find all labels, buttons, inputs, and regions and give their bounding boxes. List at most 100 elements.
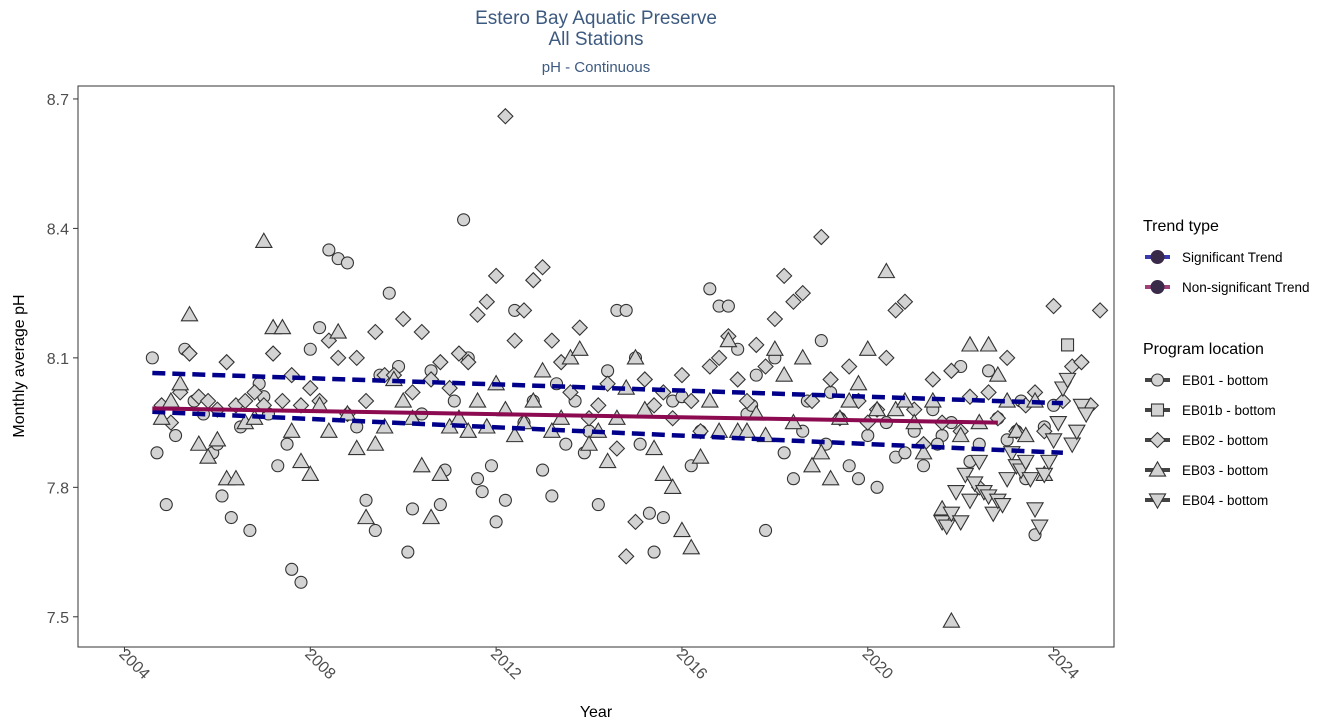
legend-location-title: Program location xyxy=(1143,341,1264,358)
data-point xyxy=(633,437,647,451)
data-point xyxy=(591,498,605,512)
y-tick-label: 8.1 xyxy=(47,351,69,368)
data-point xyxy=(405,502,420,516)
data-point xyxy=(382,286,396,300)
data-point xyxy=(524,391,543,408)
data-point xyxy=(896,293,914,311)
x-tick-label: 2004 xyxy=(115,646,152,683)
data-point xyxy=(171,374,190,391)
data-point xyxy=(303,342,317,356)
chart-title: Estero Bay Aquatic Preserve xyxy=(475,8,717,29)
data-point xyxy=(246,384,263,401)
legend-shape-key xyxy=(1148,493,1167,510)
data-point xyxy=(748,336,765,354)
legend-point-key xyxy=(1150,250,1165,264)
legend-location-item: EB03 - bottom xyxy=(1145,460,1268,478)
data-point xyxy=(813,228,830,246)
data-point xyxy=(152,409,171,425)
data-point xyxy=(946,485,966,501)
data-point xyxy=(505,426,524,443)
data-point xyxy=(812,443,831,460)
data-point xyxy=(215,489,229,503)
y-axis: 7.5 7.8 8.1 8.4 8.7 xyxy=(47,92,78,627)
x-axis: 2004 2008 2012 2016 2020 2024 xyxy=(115,646,1081,683)
data-point xyxy=(404,384,421,401)
data-point xyxy=(645,397,663,414)
data-point xyxy=(701,358,719,375)
data-point xyxy=(984,506,1003,523)
data-point xyxy=(348,349,366,367)
data-point xyxy=(590,397,607,414)
data-point xyxy=(914,443,933,460)
data-point xyxy=(970,454,989,471)
trends-layer xyxy=(152,370,1063,456)
legend-location-label: EB02 - bottom xyxy=(1182,433,1268,448)
data-point xyxy=(1060,338,1075,352)
data-point xyxy=(208,430,227,447)
data-point xyxy=(1025,502,1045,519)
data-point xyxy=(642,506,656,520)
data-point xyxy=(663,478,682,494)
data-point xyxy=(943,362,960,380)
data-point xyxy=(626,348,645,365)
data-point xyxy=(487,267,505,285)
legend-location-item: EB01 - bottom xyxy=(1145,373,1268,388)
data-point xyxy=(1077,407,1096,424)
data-point xyxy=(274,392,291,410)
data-point xyxy=(413,323,431,341)
data-point xyxy=(433,498,447,512)
data-point xyxy=(982,364,996,378)
data-point xyxy=(412,456,431,473)
trend-line-non-significant xyxy=(152,406,998,425)
data-point xyxy=(489,515,503,529)
data-point xyxy=(329,322,348,339)
data-point xyxy=(545,489,559,503)
y-tick-label: 8.7 xyxy=(47,92,69,109)
data-point xyxy=(759,523,773,538)
data-point xyxy=(924,371,942,388)
trend-line-significant xyxy=(152,370,1063,406)
data-point xyxy=(710,349,728,367)
legend-location-item: EB01b - bottom xyxy=(1145,403,1276,418)
data-point xyxy=(181,345,198,362)
data-point xyxy=(401,545,415,559)
data-point xyxy=(998,472,1017,488)
data-point xyxy=(803,392,821,410)
plot-panel xyxy=(77,85,1115,648)
data-point xyxy=(356,508,376,525)
data-point xyxy=(980,384,997,401)
legend-shape-key xyxy=(1149,431,1166,449)
data-point xyxy=(775,365,794,382)
data-point xyxy=(786,472,800,486)
data-point xyxy=(475,485,489,499)
data-point xyxy=(468,391,487,408)
data-point xyxy=(534,258,551,276)
data-point xyxy=(956,467,975,484)
data-point xyxy=(243,523,257,538)
data-point xyxy=(570,340,589,356)
y-tick-label: 8.4 xyxy=(47,221,69,238)
data-point xyxy=(851,472,866,486)
data-point xyxy=(329,349,347,367)
data-point xyxy=(802,456,822,473)
data-point xyxy=(775,267,793,285)
data-point xyxy=(737,422,757,438)
data-point xyxy=(536,463,550,477)
data-point xyxy=(367,323,384,341)
legend-location-item: EB02 - bottom xyxy=(1145,431,1268,449)
data-point xyxy=(322,243,336,257)
data-point xyxy=(840,391,859,408)
data-point xyxy=(447,394,461,408)
data-point xyxy=(942,611,961,628)
data-point xyxy=(738,392,756,410)
data-point xyxy=(721,299,735,313)
legend-trend-item: Non-significant Trend xyxy=(1145,280,1310,295)
data-point xyxy=(280,437,294,451)
data-point xyxy=(224,510,238,525)
data-point xyxy=(543,332,561,349)
data-point xyxy=(1063,437,1082,454)
data-point xyxy=(340,256,355,270)
data-point xyxy=(1016,426,1035,443)
data-point xyxy=(533,361,552,378)
legend-shape-key xyxy=(1148,460,1167,477)
